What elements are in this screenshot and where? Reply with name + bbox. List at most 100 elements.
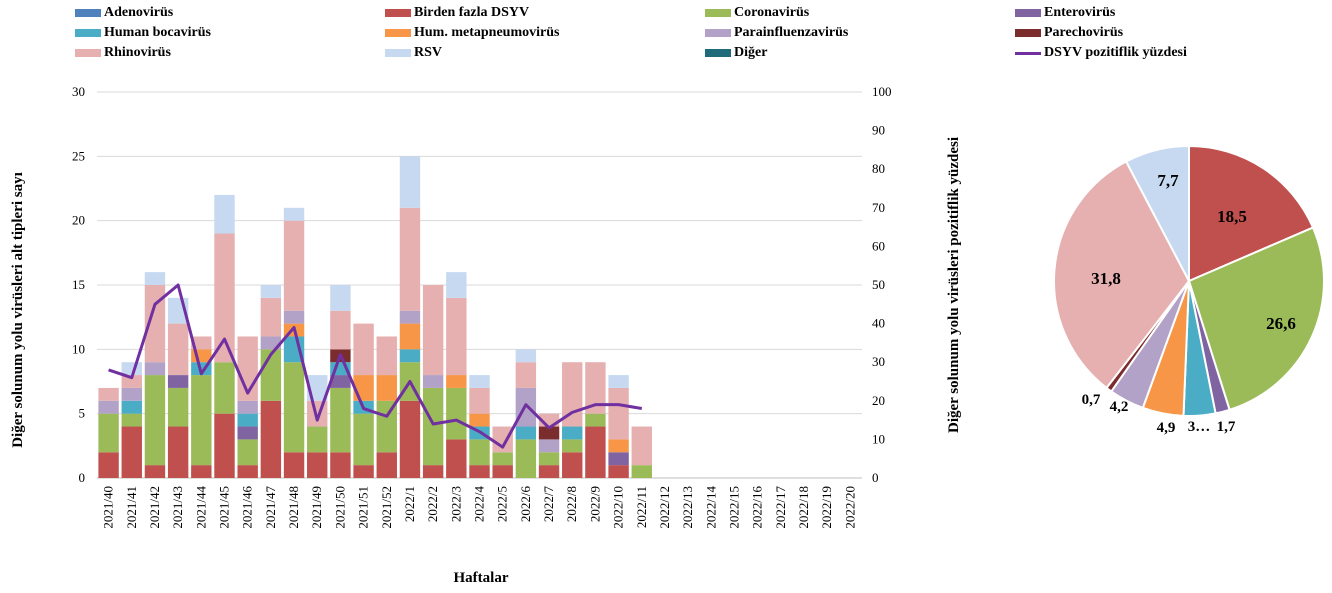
y-tick-right: 40 <box>872 316 885 331</box>
legend-label: Hum. metapneumovirüs <box>414 25 560 40</box>
bar-segment <box>167 426 189 478</box>
bar-segment <box>608 387 629 440</box>
pie-slice-label: 26,6 <box>1266 314 1296 333</box>
x-tick-label: 2022/19 <box>819 486 834 529</box>
x-tick-label: 2022/7 <box>541 486 556 523</box>
bar-segment <box>538 426 560 440</box>
bar-segment <box>307 426 328 453</box>
bar-segment <box>283 310 305 324</box>
legend-item: Parainfluenzavirüs <box>705 23 848 43</box>
x-tick-label: 2022/5 <box>495 486 510 522</box>
bar-segment <box>515 426 537 440</box>
x-tick-label: 2021/41 <box>124 486 139 529</box>
bar-segment <box>376 400 397 453</box>
bar-segment <box>121 426 142 478</box>
y-tick-right: 20 <box>872 393 885 408</box>
legend-swatch <box>705 9 731 17</box>
x-tick-label: 2021/47 <box>263 486 278 529</box>
legend-label: Parainfluenzavirüs <box>734 25 849 40</box>
legend-label: Human bocavirüs <box>104 25 211 40</box>
bar-segment <box>608 375 629 388</box>
y-tick-right: 10 <box>872 431 885 446</box>
x-tick-label: 2021/40 <box>101 486 116 529</box>
bar-segment <box>167 387 189 427</box>
bar-segment <box>608 439 629 453</box>
y-tick-left: 15 <box>72 277 85 292</box>
bar-segment <box>144 285 166 363</box>
bar-segment <box>191 375 212 466</box>
bar-segment <box>283 207 305 221</box>
bar-segment <box>446 272 467 298</box>
bar-segment <box>283 362 305 453</box>
bar-segment <box>260 400 282 478</box>
legend-swatch <box>75 49 101 57</box>
legend-label: RSV <box>414 45 443 60</box>
x-tick-label: 2021/50 <box>332 486 347 529</box>
x-tick-label: 2022/9 <box>587 486 602 522</box>
bar-segment <box>237 465 258 478</box>
bar-segment <box>307 452 328 478</box>
bar-segment <box>446 387 467 440</box>
bar-segment <box>167 375 189 388</box>
bar-segment <box>515 439 537 478</box>
legend-item: Birden fazla DSYV <box>385 3 529 23</box>
x-tick-label: 2021/44 <box>193 486 208 529</box>
pie-slice-label: 31,8 <box>1091 269 1121 288</box>
bar-segment <box>353 413 374 466</box>
x-tick-label: 2022/4 <box>472 486 487 523</box>
x-tick-label: 2021/42 <box>147 486 162 529</box>
bar-segment <box>191 465 212 478</box>
bar-segment <box>538 452 560 466</box>
positivity-line <box>108 283 643 449</box>
bar-segment <box>121 375 142 388</box>
legend-item: DSYV pozitiflik yüzdesi <box>1015 43 1187 63</box>
pie-slice-label: 4,2 <box>1110 399 1129 415</box>
pie-slice <box>1187 226 1325 412</box>
bar-segment <box>469 465 490 478</box>
bar-segment <box>399 323 421 350</box>
bar-segment <box>469 439 490 466</box>
bar-segment <box>214 362 235 414</box>
y-tick-left: 5 <box>79 406 86 421</box>
bar-segment <box>422 387 444 466</box>
pie-slice-label: 3… <box>1188 419 1211 435</box>
x-tick-label: 2022/18 <box>796 486 811 529</box>
bar-segment <box>399 207 421 311</box>
bar-segment <box>283 220 305 311</box>
legend-item: RSV <box>385 43 442 63</box>
legend-item: Diğer <box>705 43 767 63</box>
legend-swatch <box>705 49 731 57</box>
legend-swatch <box>385 29 411 37</box>
bar-segment <box>330 452 351 478</box>
bar-segment <box>585 413 606 427</box>
bar-segment <box>399 156 421 208</box>
legend-swatch <box>1015 9 1041 17</box>
legend-item: Parechovirüs <box>1015 23 1123 43</box>
legend-item: Rhinovirüs <box>75 43 171 63</box>
bar-segment <box>469 387 490 414</box>
x-tick-label: 2022/2 <box>425 486 440 522</box>
x-axis-title: Haftalar <box>454 570 509 586</box>
bar-segment <box>631 426 652 466</box>
legend-swatch <box>385 9 411 17</box>
bar-segment <box>144 362 166 376</box>
bar-segment <box>399 400 421 478</box>
bar-segment <box>469 413 490 427</box>
bar-segment <box>515 362 537 388</box>
bar-segment <box>330 375 351 388</box>
bar-segment <box>98 387 119 401</box>
legend-label: Diğer <box>734 45 768 60</box>
bar-segment <box>399 310 421 324</box>
bar-segment <box>330 310 351 350</box>
bar-segment <box>562 452 583 478</box>
legend-item: Human bocavirüs <box>75 23 211 43</box>
legend-swatch <box>75 9 101 17</box>
y-tick-left: 0 <box>79 470 86 485</box>
legend-label: Coronavirüs <box>734 5 810 20</box>
bar-segment <box>144 272 166 285</box>
bar-segment <box>353 323 374 376</box>
y-tick-left: 25 <box>72 148 85 163</box>
bar-segment <box>167 323 189 376</box>
bar-segment <box>260 336 282 350</box>
